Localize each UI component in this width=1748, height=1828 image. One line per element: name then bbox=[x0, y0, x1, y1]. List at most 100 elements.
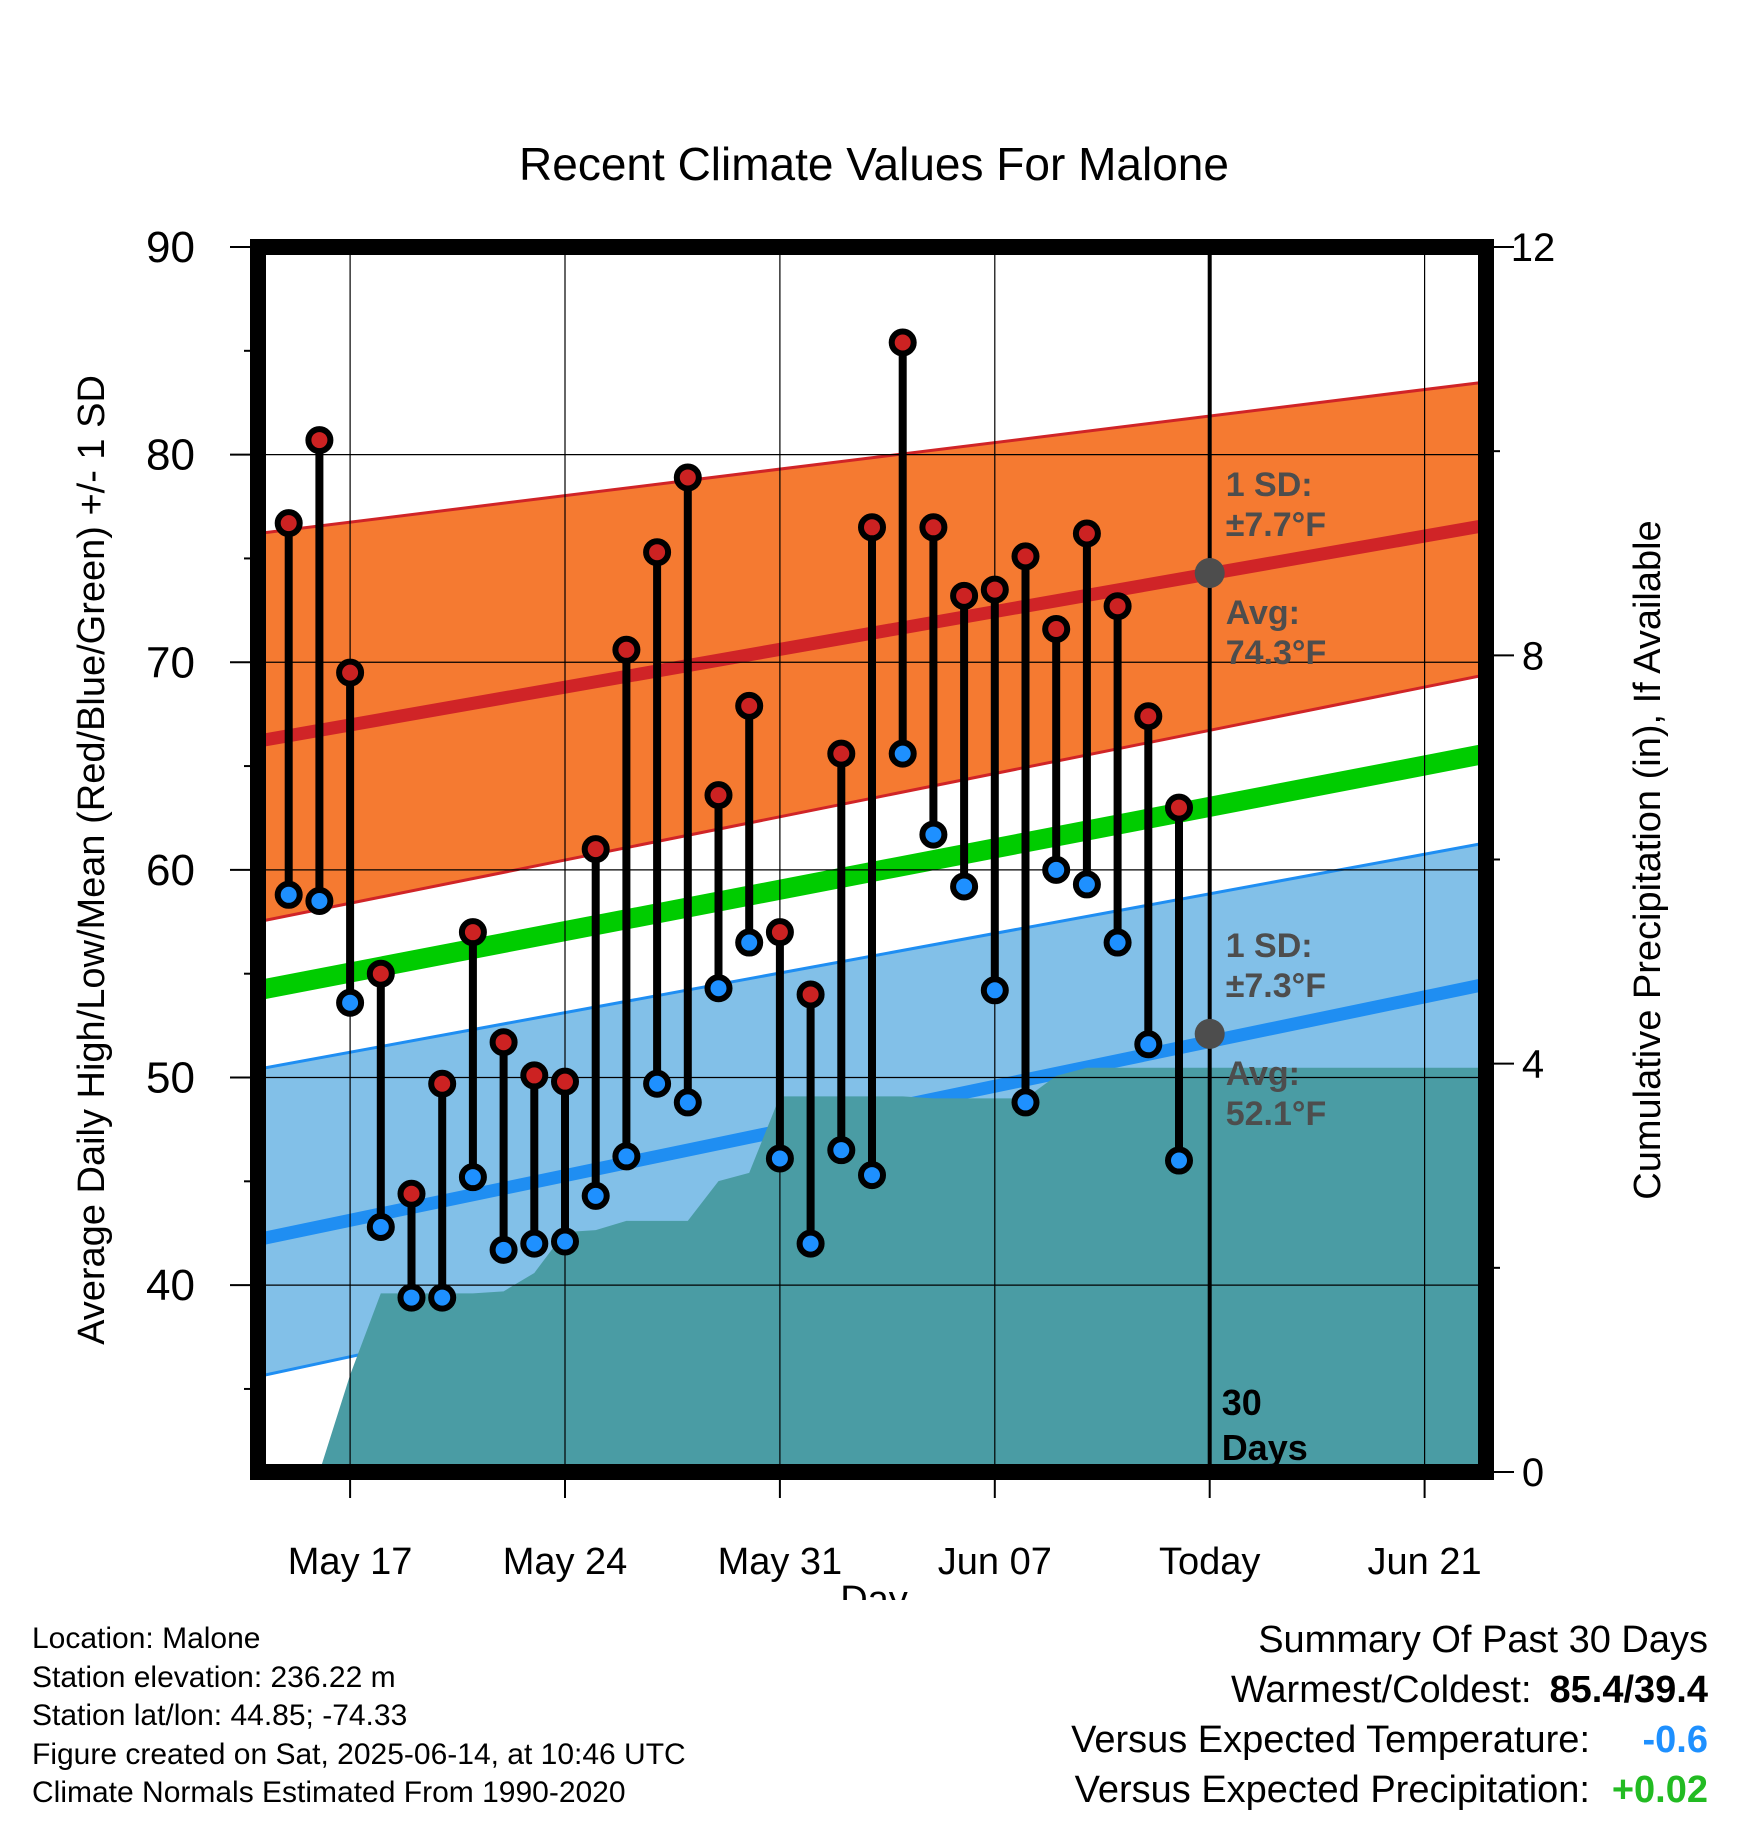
y-right-tick-label: 0 bbox=[1522, 1451, 1544, 1495]
summary-temp-row: Versus Expected Temperature: -0.6 bbox=[1071, 1715, 1708, 1765]
low-point bbox=[612, 1142, 641, 1171]
y-left-tick-label: 50 bbox=[146, 1054, 195, 1103]
low-point bbox=[1072, 870, 1101, 899]
high-avg-marker bbox=[1194, 557, 1225, 588]
high-point bbox=[858, 513, 886, 542]
summary-precip-row: Versus Expected Precipitation: +0.02 bbox=[1071, 1765, 1708, 1815]
high-avg-label: Avg: bbox=[1226, 594, 1300, 632]
high-point bbox=[765, 918, 794, 947]
x-axis-label: Day bbox=[840, 1579, 908, 1600]
today-days-label: 30 bbox=[1222, 1382, 1262, 1423]
high-point bbox=[305, 426, 334, 455]
climate-chart: Recent Climate Values For Malone 1 SD:±7… bbox=[71, 138, 1669, 1600]
high-point bbox=[796, 980, 825, 1009]
high-point bbox=[520, 1061, 549, 1090]
high-point bbox=[428, 1069, 457, 1098]
high-sd-label: 1 SD: bbox=[1226, 466, 1313, 504]
high-point bbox=[643, 538, 672, 567]
x-tick-label: Jun 07 bbox=[938, 1541, 1052, 1583]
high-avg-value: 74.3°F bbox=[1226, 634, 1327, 672]
low-avg-value: 52.1°F bbox=[1226, 1095, 1327, 1133]
high-point bbox=[950, 581, 979, 610]
high-point bbox=[581, 835, 610, 864]
low-point bbox=[366, 1213, 395, 1241]
high-point bbox=[827, 739, 856, 768]
today-days-label-2: Days bbox=[1222, 1427, 1308, 1468]
x-tick-label: Today bbox=[1159, 1541, 1260, 1583]
low-point bbox=[950, 872, 979, 901]
warmest-label: Warmest/Coldest: bbox=[1230, 1669, 1532, 1711]
high-point bbox=[551, 1067, 579, 1096]
summary-title: Summary Of Past 30 Days bbox=[1258, 1619, 1708, 1661]
chart-title: Recent Climate Values For Malone bbox=[519, 138, 1229, 190]
low-point bbox=[704, 974, 733, 1003]
high-sd-value: ±7.7°F bbox=[1226, 506, 1326, 544]
location-text: Location: Malone bbox=[32, 1622, 261, 1655]
low-point bbox=[1134, 1030, 1163, 1059]
y-right-tick-label: 12 bbox=[1511, 226, 1556, 270]
high-point bbox=[919, 513, 948, 542]
warmest-value: 85.4/39.4 bbox=[1549, 1669, 1708, 1711]
low-point bbox=[1165, 1146, 1193, 1175]
temp-label: Versus Expected Temperature: bbox=[1071, 1719, 1590, 1761]
y-left-tick-label: 90 bbox=[146, 223, 195, 272]
low-point bbox=[888, 739, 917, 768]
high-point bbox=[1134, 702, 1163, 731]
precip-area bbox=[319, 1067, 1486, 1472]
precip-value: +0.02 bbox=[1611, 1769, 1708, 1811]
low-point bbox=[1042, 855, 1071, 884]
low-point bbox=[336, 988, 365, 1017]
created-text: Figure created on Sat, 2025-06-14, at 10… bbox=[32, 1737, 686, 1771]
x-tick-label: May 24 bbox=[503, 1541, 628, 1583]
high-point bbox=[1072, 519, 1101, 548]
x-tick-label: May 31 bbox=[718, 1541, 843, 1583]
low-point bbox=[796, 1229, 825, 1258]
summary-panel: Summary Of Past 30 Days Warmest/Coldest:… bbox=[1071, 1615, 1708, 1815]
low-point bbox=[673, 1088, 702, 1117]
high-point bbox=[489, 1028, 518, 1057]
low-point bbox=[305, 887, 334, 916]
high-point bbox=[980, 575, 1009, 604]
high-point bbox=[458, 918, 487, 947]
y-left-tick-label: 70 bbox=[146, 638, 195, 687]
y-left-tick-label: 40 bbox=[146, 1261, 195, 1310]
low-point bbox=[1011, 1088, 1040, 1117]
low-point bbox=[274, 880, 303, 909]
normals-text: Climate Normals Estimated From 1990-2020 bbox=[32, 1776, 626, 1809]
high-point bbox=[1042, 615, 1071, 644]
high-point bbox=[612, 635, 641, 664]
x-tick-label: Jun 21 bbox=[1368, 1541, 1482, 1583]
summary-warmest-row: Warmest/Coldest: 85.4/39.4 bbox=[1071, 1665, 1708, 1715]
elevation-text: Station elevation: 236.22 m bbox=[32, 1660, 396, 1694]
y-axis-right-label: Cumulative Precipitation (in), If Availa… bbox=[1627, 520, 1669, 1199]
low-point bbox=[980, 976, 1009, 1005]
y-left-tick-label: 60 bbox=[146, 846, 195, 895]
low-point bbox=[858, 1161, 886, 1190]
y-axis-left-label: Average Daily High/Low/Mean (Red/Blue/Gr… bbox=[71, 375, 113, 1345]
high-point bbox=[704, 781, 733, 810]
high-point bbox=[1011, 542, 1040, 571]
low-avg-label: Avg: bbox=[1226, 1055, 1300, 1093]
x-tick-label: May 17 bbox=[288, 1541, 413, 1583]
low-point bbox=[765, 1144, 794, 1173]
low-point bbox=[520, 1229, 549, 1258]
station-info: Location: Malone Station elevation: 236.… bbox=[32, 1620, 686, 1813]
low-point bbox=[397, 1283, 426, 1312]
high-point bbox=[888, 328, 917, 357]
high-point bbox=[1103, 592, 1132, 621]
low-point bbox=[581, 1181, 610, 1210]
low-point bbox=[458, 1163, 487, 1192]
high-point bbox=[735, 691, 764, 720]
low-point bbox=[428, 1283, 457, 1312]
high-point bbox=[274, 509, 303, 538]
high-sd-band-upper-edge bbox=[258, 380, 1486, 536]
low-point bbox=[827, 1136, 856, 1165]
high-point bbox=[366, 959, 395, 988]
high-point bbox=[397, 1179, 426, 1208]
high-point bbox=[673, 463, 702, 492]
low-point bbox=[919, 820, 948, 849]
low-point bbox=[735, 928, 764, 957]
low-point bbox=[643, 1069, 672, 1098]
low-sd-label: 1 SD: bbox=[1226, 927, 1313, 965]
